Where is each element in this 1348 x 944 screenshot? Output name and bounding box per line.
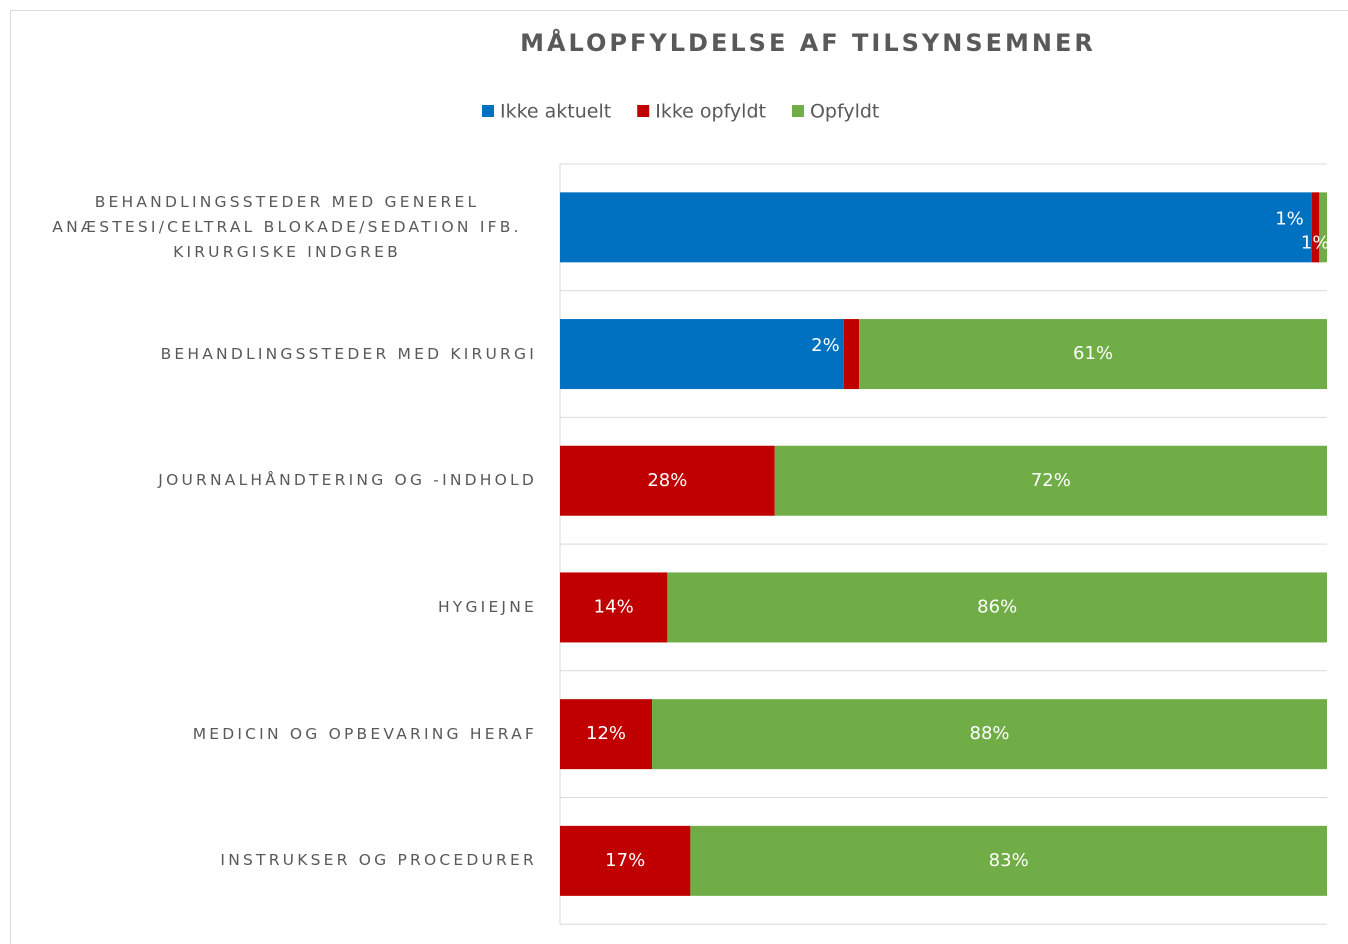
category-label-box: BEHANDLINGSSTEDER MED KIRURGI: [161, 314, 537, 394]
bar-segment: [859, 319, 1327, 390]
data-label: 14%: [594, 596, 634, 617]
legend-swatch: [637, 105, 650, 117]
bar-segment: [1319, 192, 1327, 263]
category-label: BEHANDLINGSSTEDER MED KIRURGI: [160, 344, 537, 363]
category-label-box: HYGIEJNE: [438, 567, 537, 647]
data-label: 28%: [647, 470, 687, 491]
bar-segment: [690, 825, 1327, 896]
category-label-box: JOURNALHÅNDTERING OG -INDHOLD: [158, 441, 537, 521]
category-label: HYGIEJNE: [437, 597, 537, 616]
data-label: 12%: [586, 723, 626, 744]
bar-segment: [560, 445, 775, 516]
legend-label: Ikke opfyldt: [655, 101, 766, 123]
category-label: BEHANDLINGSSTEDER MED GENEREL ANÆSTESI/C…: [52, 192, 522, 261]
category-label: JOURNALHÅNDTERING OG -INDHOLD: [158, 471, 537, 490]
category-label-box: BEHANDLINGSSTEDER MED GENEREL ANÆSTESI/C…: [37, 187, 537, 267]
data-label: 88%: [970, 723, 1010, 744]
category-label: MEDICIN OG OPBEVARING HERAF: [192, 724, 537, 743]
bar-segment: [1311, 192, 1320, 263]
chart-border: [10, 10, 1348, 944]
legend-label: Ikke aktuelt: [500, 101, 611, 123]
data-label: 83%: [989, 850, 1029, 871]
bar-segment: [843, 319, 860, 390]
data-label: 1%: [1301, 232, 1330, 253]
data-label: 61%: [1073, 343, 1113, 364]
bar-segment: [652, 699, 1327, 770]
bar-segment: [560, 825, 691, 896]
category-label-box: INSTRUKSER OG PROCEDURER: [220, 821, 537, 901]
bar-segment: [560, 572, 668, 643]
legend-swatch: [791, 105, 804, 117]
legend-swatch: [482, 105, 494, 117]
data-label: 72%: [1031, 470, 1071, 491]
chart-title: MÅLOPFYLDELSE AF TILSYNSEMNER: [520, 28, 1096, 57]
bar-segment: [560, 699, 653, 770]
legend-label: Opfyldt: [810, 101, 879, 123]
category-label: INSTRUKSER OG PROCEDURER: [220, 851, 537, 870]
data-label: 86%: [977, 596, 1017, 617]
data-label: 17%: [605, 850, 645, 871]
bar-segment: [667, 572, 1327, 643]
bar-segment: [560, 319, 844, 390]
bar-segment: [560, 192, 1312, 263]
category-label-box: MEDICIN OG OPBEVARING HERAF: [193, 694, 537, 774]
bar-segment: [774, 445, 1327, 516]
data-label: 2%: [811, 335, 840, 356]
data-label: 1%: [1275, 208, 1304, 229]
